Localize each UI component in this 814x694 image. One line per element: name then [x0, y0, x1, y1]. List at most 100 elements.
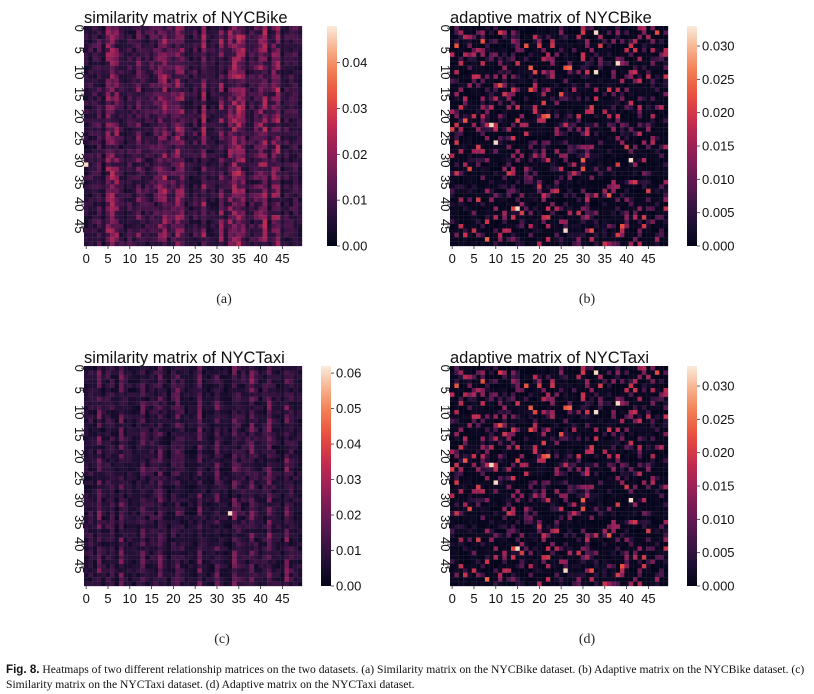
heatmap-cell — [593, 30, 599, 35]
heatmap-cell — [471, 61, 477, 66]
heatmap-cell — [101, 241, 106, 247]
heatmap-cell — [541, 65, 547, 71]
heatmap-cell — [118, 26, 124, 31]
heatmap-cell — [637, 26, 642, 31]
heatmap-cell — [145, 30, 150, 35]
heatmap-cell — [480, 237, 486, 242]
heatmap-cell — [519, 206, 525, 211]
heatmap-cell — [493, 228, 499, 233]
heatmap-cell — [184, 78, 189, 84]
heatmap-cell — [206, 122, 211, 128]
heatmap-cell — [515, 175, 520, 181]
heatmap-cell — [524, 171, 529, 176]
heatmap-cell — [84, 224, 89, 229]
heatmap-cell — [284, 188, 290, 194]
heatmap-cell — [615, 232, 621, 238]
heatmap-cell — [593, 127, 599, 132]
heatmap-cell — [149, 224, 154, 229]
heatmap-cell — [497, 202, 503, 207]
heatmap-cell — [646, 188, 651, 194]
heatmap-cell — [654, 193, 660, 198]
heatmap-cell — [506, 56, 512, 62]
heatmap-cell — [206, 52, 211, 57]
heatmap-cell — [563, 237, 568, 242]
heatmap-cell — [175, 118, 181, 123]
heatmap-cell — [127, 70, 133, 75]
heatmap-cell — [288, 34, 294, 40]
heatmap-cell — [589, 56, 595, 62]
heatmap-cell — [615, 26, 621, 31]
heatmap-cell — [158, 171, 163, 176]
heatmap-cell — [524, 162, 529, 167]
heatmap-cell — [559, 175, 564, 181]
heatmap-cell — [641, 52, 647, 57]
heatmap-cell — [184, 83, 189, 88]
heatmap-cell — [589, 70, 595, 75]
heatmap-cell — [467, 206, 472, 211]
heatmap-cell — [497, 210, 503, 216]
heatmap-cell — [140, 118, 146, 123]
heatmap-cell — [284, 166, 290, 172]
heatmap-cell — [97, 197, 102, 203]
heatmap-cell — [162, 127, 167, 132]
heatmap-cell — [467, 61, 472, 66]
heatmap-cell — [297, 105, 303, 110]
heatmap-cell — [145, 26, 150, 31]
heatmap-cell — [249, 92, 255, 97]
heatmap-cell — [663, 109, 669, 115]
heatmap-cell — [585, 39, 590, 44]
heatmap-cell — [166, 149, 172, 154]
heatmap-cell — [175, 136, 181, 141]
heatmap-cell — [84, 202, 89, 207]
heatmap-cell — [201, 180, 207, 185]
heatmap-cell — [641, 197, 647, 203]
heatmap-cell — [258, 166, 263, 172]
heatmap-cell — [284, 39, 290, 44]
heatmap-cell — [288, 118, 294, 123]
heatmap-cell — [232, 61, 237, 66]
heatmap-cell — [297, 30, 303, 35]
heatmap-cell — [515, 65, 520, 71]
heatmap-cell — [598, 70, 603, 75]
heatmap-cell — [105, 158, 111, 163]
heatmap-cell — [628, 118, 634, 123]
heatmap-cell — [476, 232, 481, 238]
heatmap-cell — [550, 158, 555, 163]
heatmap-cell — [175, 30, 181, 35]
heatmap-cell — [162, 52, 167, 57]
heatmap-cell — [232, 26, 237, 31]
heatmap-cell — [576, 87, 581, 93]
heatmap-cell — [454, 131, 459, 137]
heatmap-cell — [615, 92, 621, 97]
heatmap-cell — [232, 34, 237, 40]
heatmap-cell — [284, 175, 290, 181]
heatmap-cell — [105, 65, 111, 71]
heatmap-cell — [515, 87, 520, 93]
heatmap-cell — [245, 65, 250, 71]
heatmap-cell — [201, 83, 207, 88]
y-tick-label: 15 — [72, 87, 87, 101]
heatmap-cell — [554, 175, 560, 181]
heatmap-cell — [275, 171, 281, 176]
heatmap-cell — [184, 215, 189, 220]
heatmap-cell — [554, 202, 560, 207]
heatmap-cell — [537, 30, 542, 35]
heatmap-cell — [471, 175, 477, 181]
x-tick-label: 10 — [123, 251, 137, 266]
heatmap-cell — [598, 162, 603, 167]
heatmap-cell — [284, 193, 290, 198]
heatmap-cell — [589, 224, 595, 229]
heatmap-cell — [585, 224, 590, 229]
heatmap-cell — [511, 166, 516, 172]
heatmap-cell — [467, 105, 472, 110]
heatmap-cell — [197, 118, 202, 123]
heatmap-cell — [511, 162, 516, 167]
heatmap-cell — [624, 105, 629, 110]
heatmap-cell — [628, 153, 634, 159]
heatmap-cell — [511, 43, 516, 49]
heatmap-cell — [593, 109, 599, 115]
heatmap-cell — [123, 184, 128, 189]
heatmap-cell — [240, 206, 246, 211]
heatmap-cell — [554, 228, 560, 233]
heatmap-cell — [602, 136, 608, 141]
